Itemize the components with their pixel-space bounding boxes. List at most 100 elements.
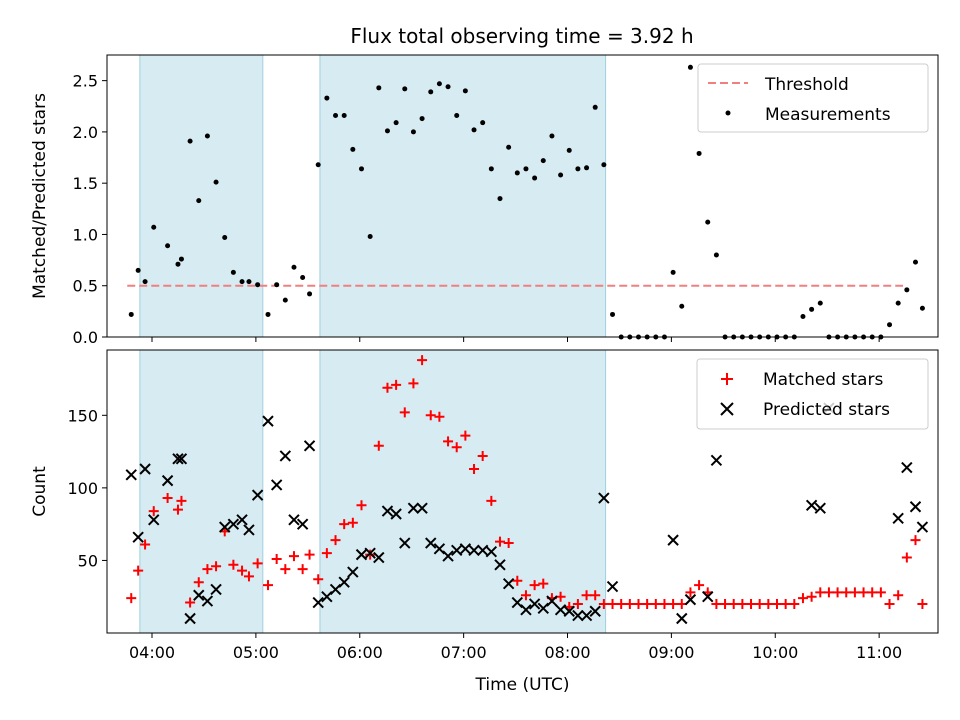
measurement-point xyxy=(540,158,546,164)
observing-interval-band xyxy=(319,350,606,633)
matched-stars-point xyxy=(172,504,183,515)
measurement-point xyxy=(274,282,280,288)
measurement-point xyxy=(610,311,616,317)
predicted-stars-point xyxy=(184,612,196,625)
legend-measurements-label: Measurements xyxy=(765,105,891,125)
predicted-stars-point xyxy=(528,598,541,610)
predicted-stars-point xyxy=(355,548,368,561)
predicted-stars-point xyxy=(546,595,558,607)
predicted-stars-point xyxy=(373,551,385,564)
x-tick-label: 07:00 xyxy=(441,643,487,662)
measurement-point xyxy=(151,224,157,230)
matched-stars-point xyxy=(460,430,471,441)
predicted-stars-point xyxy=(805,499,818,511)
predicted-stars-point xyxy=(442,550,454,562)
matched-stars-point xyxy=(469,464,480,475)
chart-title: Flux total observing time = 3.92 h xyxy=(350,24,693,48)
predicted-stars-point xyxy=(563,605,575,617)
measurement-point xyxy=(419,116,425,122)
predicted-stars-point xyxy=(236,514,248,526)
matched-stars-point xyxy=(339,519,350,530)
matched-stars-point xyxy=(893,590,904,601)
predicted-stars-point xyxy=(132,531,144,543)
measurement-point xyxy=(679,303,685,309)
matched-stars-point xyxy=(486,495,497,506)
matched-stars-point xyxy=(271,553,282,564)
measurement-point xyxy=(255,282,261,288)
matched-stars-point xyxy=(875,587,886,598)
matched-stars-point xyxy=(434,411,445,422)
matched-stars-point xyxy=(243,571,254,582)
legend-predicted-swatch xyxy=(720,402,734,416)
predicted-stars-point xyxy=(476,544,489,556)
measurement-point xyxy=(291,264,297,270)
predicted-stars-point xyxy=(210,583,222,596)
predicted-stars-point xyxy=(262,415,274,427)
matched-stars-point xyxy=(624,598,635,609)
measurement-point xyxy=(454,113,460,119)
predicted-stars-point xyxy=(161,474,174,487)
matched-stars-point xyxy=(382,382,393,393)
predicted-stars-point xyxy=(364,547,376,559)
measurement-point xyxy=(687,64,693,70)
matched-stars-point xyxy=(841,587,852,598)
measurement-point xyxy=(324,95,330,101)
matched-stars-point xyxy=(443,436,454,447)
matched-stars-point xyxy=(288,551,299,562)
matched-stars-point xyxy=(512,575,523,586)
predicted-stars-point xyxy=(399,537,411,549)
predicted-stars-point xyxy=(916,521,929,533)
matched-stars-point xyxy=(711,598,722,609)
measurement-point xyxy=(705,219,711,225)
measurement-point xyxy=(480,120,486,126)
predicted-stars-point xyxy=(270,479,283,491)
matched-stars-point xyxy=(529,580,540,591)
measurement-point xyxy=(402,86,408,92)
measurement-point xyxy=(895,300,901,306)
predicted-stars-point xyxy=(901,461,913,474)
predicted-stars-point xyxy=(279,450,292,462)
matched-stars-point xyxy=(185,597,196,608)
matched-stars-point xyxy=(263,580,274,591)
predicted-stars-point xyxy=(172,453,184,465)
legend-matched-label: Matched stars xyxy=(763,370,883,390)
matched-stars-point xyxy=(252,558,263,569)
legend-threshold-label: Threshold xyxy=(764,75,849,95)
matched-stars-point xyxy=(642,598,653,609)
matched-stars-point xyxy=(728,598,739,609)
y-axis-label: Matched/Predicted stars xyxy=(30,93,50,299)
legend-box xyxy=(697,63,929,133)
measurement-point xyxy=(204,133,210,139)
predicted-stars-point xyxy=(554,604,567,616)
measurement-point xyxy=(230,269,236,275)
matched-stars-point xyxy=(417,355,428,366)
legend-measurements-swatch xyxy=(725,110,731,116)
matched-stars-point xyxy=(572,598,583,609)
predicted-stars-point xyxy=(243,524,255,536)
predicted-stars-point xyxy=(312,596,324,609)
y-tick-label: 50 xyxy=(78,551,98,570)
x-tick-label: 05:00 xyxy=(233,643,279,662)
measurement-point xyxy=(315,162,321,168)
predicted-stars-point xyxy=(227,518,240,530)
matched-stars-point xyxy=(451,442,462,453)
predicted-stars-point xyxy=(468,544,480,556)
predicted-stars-point xyxy=(667,534,679,546)
matched-stars-point xyxy=(304,549,315,560)
legend-box xyxy=(696,358,929,430)
measurement-point xyxy=(800,313,806,319)
predicted-stars-point xyxy=(702,591,714,603)
matched-stars-point xyxy=(538,578,549,589)
legend-matched-swatch xyxy=(721,373,733,385)
matched-stars-point xyxy=(823,587,834,598)
measurement-point xyxy=(462,88,468,94)
predicted-stars-point xyxy=(710,454,723,467)
x-tick-label: 08:00 xyxy=(544,643,590,662)
predicted-stars-point xyxy=(347,566,359,578)
measurement-point xyxy=(341,113,347,119)
y-tick-label: 0.0 xyxy=(73,328,98,347)
measurement-point xyxy=(887,322,893,328)
measurement-point xyxy=(436,81,442,87)
measurement-point xyxy=(532,175,538,181)
matched-stars-point xyxy=(858,587,869,598)
